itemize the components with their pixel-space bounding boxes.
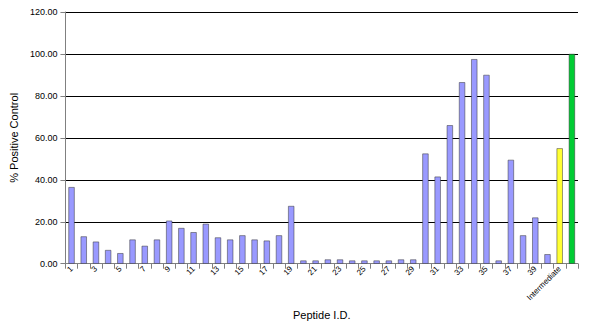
svg-text:80.00: 80.00 <box>35 91 58 101</box>
svg-text:9: 9 <box>163 264 173 274</box>
svg-text:35: 35 <box>477 264 490 277</box>
svg-text:23: 23 <box>331 264 344 277</box>
svg-text:33: 33 <box>453 264 466 277</box>
svg-text:11: 11 <box>185 264 198 277</box>
svg-text:39: 39 <box>526 264 539 277</box>
svg-text:% Positive Control: % Positive Control <box>8 93 20 183</box>
svg-text:25: 25 <box>355 264 368 277</box>
svg-text:100.00: 100.00 <box>30 49 58 59</box>
svg-text:3: 3 <box>90 264 100 274</box>
svg-text:15: 15 <box>233 264 246 277</box>
svg-text:7: 7 <box>138 264 148 274</box>
svg-text:Intermediate: Intermediate <box>525 264 563 302</box>
svg-text:5: 5 <box>114 264 124 274</box>
svg-text:37: 37 <box>501 264 514 277</box>
svg-text:1: 1 <box>65 264 75 274</box>
svg-text:27: 27 <box>379 264 392 277</box>
svg-text:31: 31 <box>428 264 441 277</box>
svg-text:21: 21 <box>306 264 319 277</box>
svg-text:40.00: 40.00 <box>35 175 58 185</box>
svg-text:60.00: 60.00 <box>35 133 58 143</box>
svg-text:29: 29 <box>404 264 417 277</box>
svg-text:Peptide I.D.: Peptide I.D. <box>293 309 350 321</box>
svg-text:17: 17 <box>257 264 270 277</box>
svg-text:20.00: 20.00 <box>35 217 58 227</box>
svg-text:13: 13 <box>209 264 222 277</box>
svg-text:19: 19 <box>282 264 295 277</box>
svg-text:120.00: 120.00 <box>30 7 58 17</box>
svg-text:0.00: 0.00 <box>40 259 58 269</box>
